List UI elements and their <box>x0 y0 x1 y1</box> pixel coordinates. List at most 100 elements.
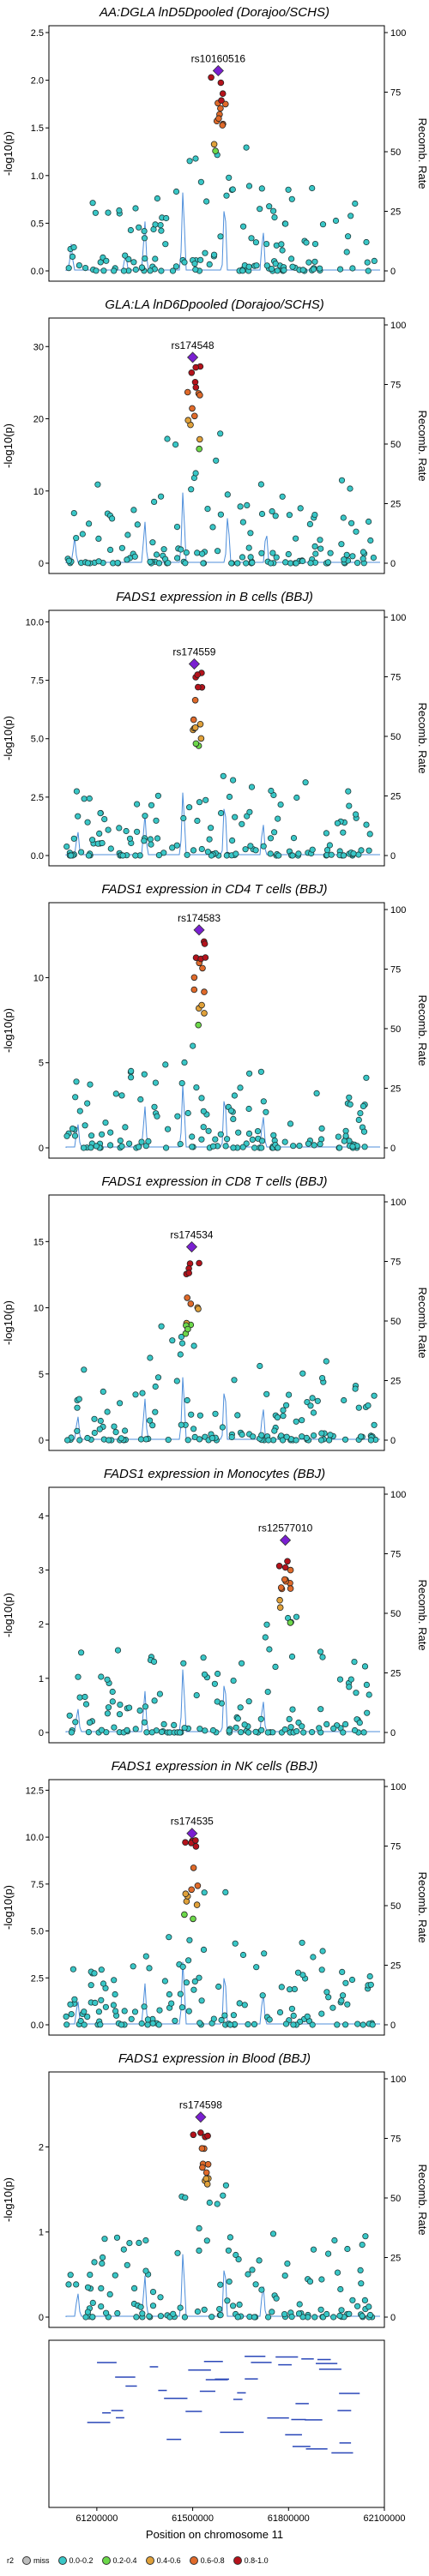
ld-point <box>184 1294 191 1301</box>
lead-snp-label: rs174548 <box>172 339 214 351</box>
y2-axis-label: Recomb. Rate <box>416 117 429 189</box>
snp-point <box>227 1108 235 1114</box>
snp-point <box>353 2303 361 2309</box>
snp-point <box>362 2233 369 2240</box>
snp-point <box>65 265 72 272</box>
y2-tick-label: 50 <box>390 1024 401 1035</box>
snp-point <box>341 2021 349 2028</box>
snp-point <box>160 546 167 553</box>
snp-point <box>197 256 204 263</box>
snp-point <box>334 2021 341 2028</box>
y-tick-label: 30 <box>33 342 44 352</box>
snp-point <box>89 200 96 207</box>
snp-point <box>223 192 230 199</box>
snp-point <box>371 1421 378 1428</box>
y-tick-label: 1.5 <box>31 123 44 134</box>
snp-point <box>226 2279 233 2285</box>
lead-snp-label: rs174559 <box>172 646 215 658</box>
panel-title: AA:DGLA lnD5Dpooled (Dorajoo/SCHS) <box>100 5 329 20</box>
snp-point <box>63 2013 69 2020</box>
snp-point <box>343 249 350 255</box>
snp-point <box>107 1129 114 1136</box>
snp-point <box>118 1092 125 1099</box>
snp-point <box>102 1120 109 1126</box>
snp-point <box>349 1143 356 1150</box>
y-tick-label: 0 <box>39 1436 44 1446</box>
snp-point <box>94 481 101 488</box>
y2-tick-label: 100 <box>390 905 406 916</box>
snp-point <box>258 1144 265 1151</box>
snp-point <box>107 546 114 554</box>
snp-point <box>284 2261 291 2267</box>
snp-point <box>230 1144 237 1151</box>
snp-point <box>229 2303 237 2309</box>
snp-point <box>98 2285 105 2291</box>
snp-point <box>259 1992 266 1999</box>
snp-point <box>347 485 353 492</box>
snp-point <box>112 1991 118 1998</box>
snp-point <box>212 1410 219 1417</box>
snp-point <box>346 1684 353 1690</box>
snp-point <box>196 2225 202 2231</box>
snp-point <box>112 1090 119 1097</box>
snp-point <box>218 809 225 817</box>
snp-point <box>235 1129 242 1136</box>
snp-point <box>245 544 252 551</box>
snp-point <box>81 796 88 802</box>
snp-point <box>189 1144 196 1150</box>
snp-point <box>286 1715 293 1723</box>
snp-point <box>258 1432 265 1438</box>
snp-point <box>366 847 372 854</box>
snp-point <box>151 1697 158 1704</box>
snp-point <box>104 1676 111 1683</box>
snp-point <box>263 1621 270 1628</box>
snp-point <box>264 2314 272 2321</box>
snp-point <box>110 2002 117 2009</box>
snp-point <box>91 1415 98 1422</box>
ld-point <box>191 724 199 731</box>
y-tick-label: 15 <box>33 1237 44 1247</box>
snp-point <box>258 549 265 556</box>
snp-point <box>142 1953 149 1960</box>
snp-point <box>341 1138 347 1144</box>
snp-point <box>93 1143 100 1150</box>
snp-point <box>266 1646 273 1653</box>
snp-point <box>318 1375 326 1382</box>
snp-point <box>206 836 213 843</box>
snp-point <box>316 265 323 272</box>
ld-point <box>201 940 208 947</box>
ld-point <box>196 445 203 453</box>
snp-point <box>160 1720 167 1728</box>
snp-point <box>352 1385 359 1392</box>
snp-point <box>356 1720 363 1726</box>
snp-point <box>236 2301 243 2308</box>
snp-point <box>304 1399 311 1406</box>
legend-swatch <box>189 2556 198 2565</box>
snp-point <box>237 1704 244 1711</box>
snp-point <box>299 1939 305 1946</box>
snp-point <box>295 850 302 857</box>
snp-point <box>210 1143 217 1150</box>
ld-point <box>191 696 199 704</box>
snp-point <box>88 1132 95 1139</box>
snp-point <box>139 1390 146 1396</box>
snp-point <box>300 1729 307 1736</box>
snp-point <box>165 1126 172 1132</box>
snp-point <box>353 1690 360 1696</box>
snp-point <box>86 520 93 527</box>
snp-point <box>279 493 286 500</box>
snp-point <box>99 1131 106 1138</box>
ld-point <box>192 1837 199 1844</box>
panel-3: 0.0 2.5 5.0 7.5 10.0 0 25 50 75 100 -log10(p) Recom… <box>2 609 429 867</box>
snp-point <box>352 200 359 207</box>
snp-point <box>178 1421 184 1428</box>
snp-point <box>245 2271 251 2278</box>
y2-tick-label: 100 <box>390 2075 406 2085</box>
snp-point <box>239 267 246 274</box>
ld-point <box>287 1566 294 1574</box>
snp-point <box>192 470 199 477</box>
y2-tick-label: 0 <box>390 559 396 569</box>
snp-point <box>263 262 270 269</box>
snp-point <box>210 2015 217 2022</box>
snp-point <box>101 815 108 823</box>
